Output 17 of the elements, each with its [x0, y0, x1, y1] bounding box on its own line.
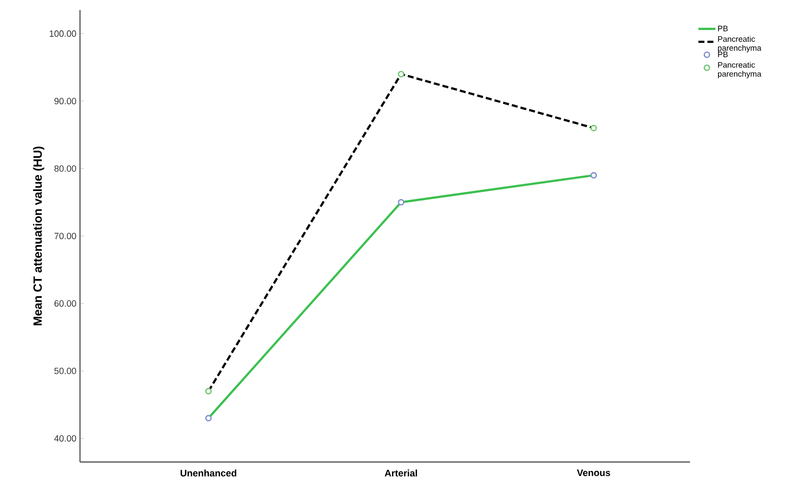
point: [398, 70, 404, 78]
y-tick-label: 90.00: [54, 98, 76, 104]
y-tick-label: 60.00: [54, 300, 76, 307]
y-tick-label: 40.00: [54, 435, 76, 442]
point: [590, 172, 597, 179]
y-tick-label: 100.00: [50, 30, 76, 37]
x-tick-label: Unenhanced: [180, 470, 236, 476]
y-axis-title: Mean CT attenuation value (HU): [33, 146, 44, 326]
point: [205, 414, 212, 422]
y-tick-label: 70.00: [54, 232, 76, 240]
x-tick-label: Venous: [576, 470, 610, 476]
point: [205, 388, 212, 394]
x-tick-label: Arterial: [384, 470, 417, 476]
y-tick-label: 80.00: [54, 165, 76, 172]
y-tick-label: 50.00: [54, 368, 76, 374]
point: [590, 124, 597, 132]
point: [398, 199, 404, 206]
